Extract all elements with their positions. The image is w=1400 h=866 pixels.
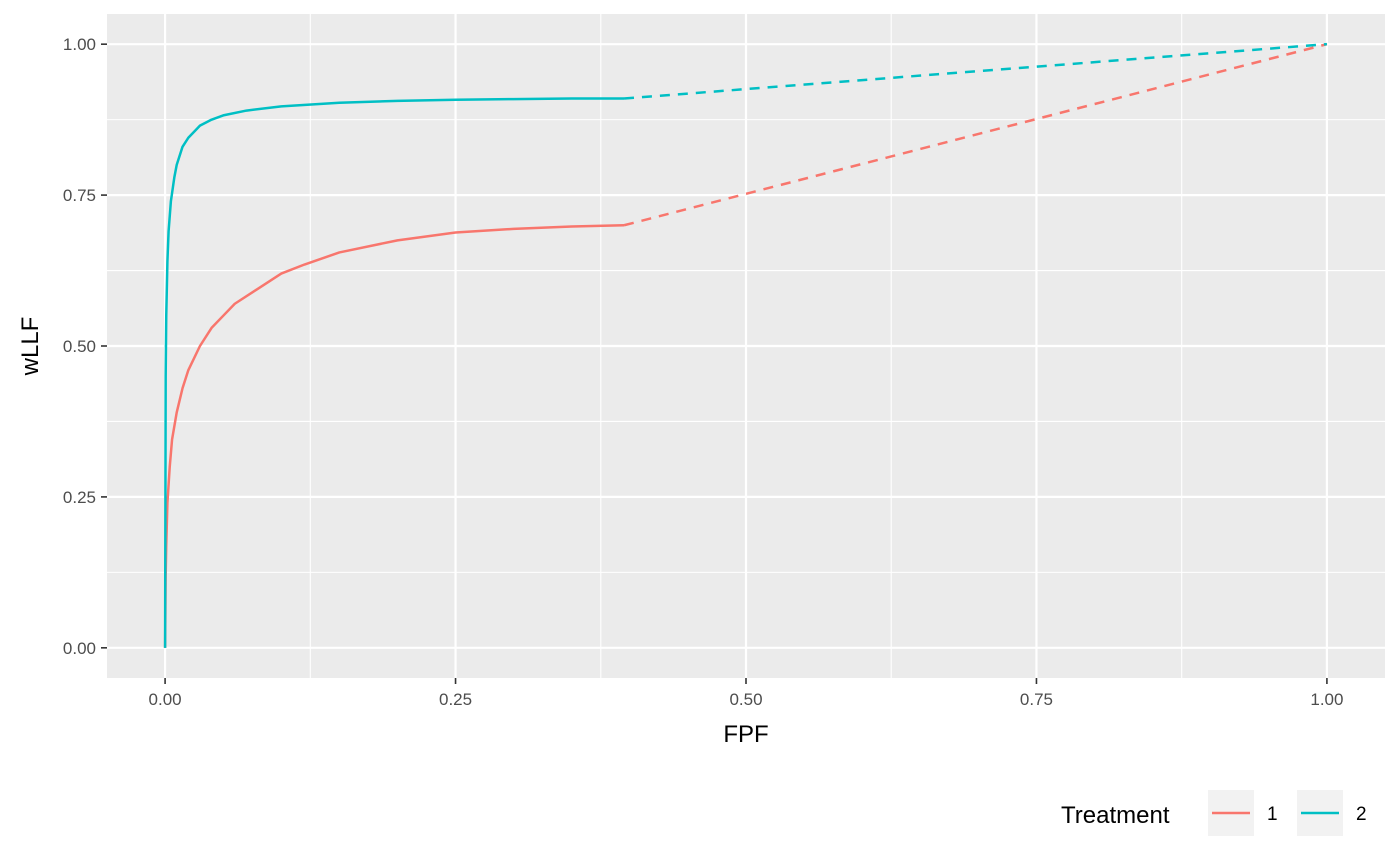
x-tick-label: 1.00 bbox=[1310, 690, 1343, 709]
series-1-curve bbox=[163, 224, 625, 648]
y-tick-label: 0.25 bbox=[63, 488, 96, 507]
series-2-curve bbox=[163, 97, 625, 648]
x-tick-label: 0.00 bbox=[149, 690, 182, 709]
y-tick-label: 0.00 bbox=[63, 639, 96, 658]
series-layer bbox=[163, 42, 1328, 648]
x-tick-label: 0.75 bbox=[1020, 690, 1053, 709]
legend-title: Treatment bbox=[1061, 802, 1170, 829]
y-tick-label: 0.75 bbox=[63, 186, 96, 205]
legend: Treatment 1 2 bbox=[1061, 790, 1367, 836]
axis-ticks: 0.00 0.25 0.50 0.75 1.00 0.00 0.25 0.50 0.75 1.00 bbox=[63, 35, 1344, 709]
x-axis-title: FPF bbox=[723, 721, 768, 748]
series-2-extension bbox=[623, 42, 1328, 100]
x-tick-label: 0.25 bbox=[439, 690, 472, 709]
y-axis-title: wLLF bbox=[17, 317, 44, 377]
legend-label-2: 2 bbox=[1356, 804, 1367, 825]
x-tick-label: 0.50 bbox=[729, 690, 762, 709]
y-tick-label: 1.00 bbox=[63, 35, 96, 54]
y-tick-label: 0.50 bbox=[63, 337, 96, 356]
gridlines bbox=[107, 14, 1385, 678]
legend-label-1: 1 bbox=[1267, 804, 1278, 825]
series-1-extension bbox=[623, 42, 1328, 227]
